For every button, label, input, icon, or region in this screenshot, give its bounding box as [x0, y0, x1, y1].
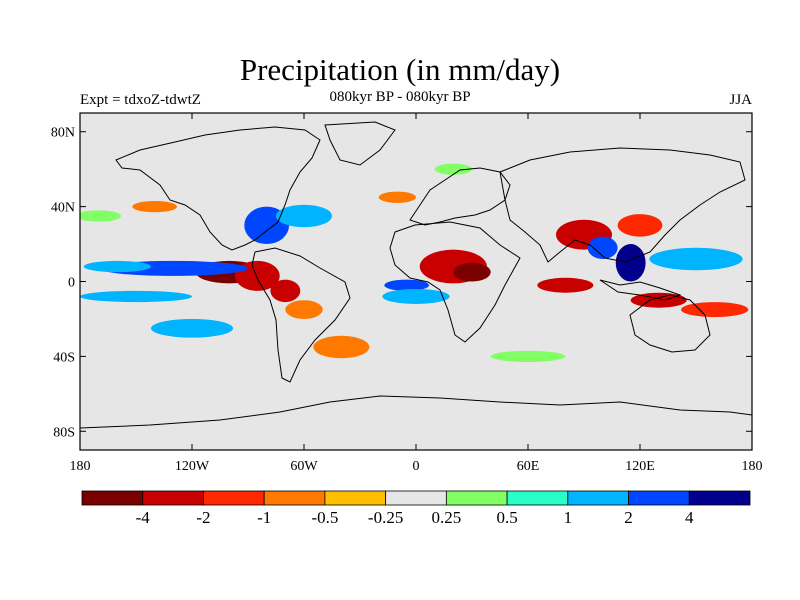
- anomaly-region: [378, 191, 417, 203]
- lon-tick-label: 60E: [517, 459, 540, 474]
- colorbar-swatch: [324, 490, 387, 506]
- anomaly-region: [132, 200, 178, 213]
- australia-coastline: [629, 294, 711, 353]
- anomaly-region: [453, 262, 491, 282]
- colorbar-label: 0.25: [431, 508, 461, 527]
- anomaly-region: [313, 335, 370, 359]
- anomaly-region: [270, 279, 301, 303]
- anomaly-region: [587, 236, 618, 260]
- colorbar-label: -0.25: [368, 508, 403, 527]
- anomaly-region: [80, 210, 122, 222]
- colorbar-swatch: [263, 490, 326, 506]
- lat-tick-label: 80S: [53, 425, 75, 440]
- lat-tick-label: 40S: [53, 350, 75, 365]
- antarctica-coastline: [80, 395, 752, 429]
- colorbar-swatch: [385, 490, 447, 506]
- colorbar-label: -4: [136, 508, 151, 527]
- colorbar-label: 0.5: [496, 508, 517, 527]
- colorbar: -4 -2 -1 -0.5 -0.25 0.25 0.5 1 2 4: [81, 490, 751, 527]
- lon-tick-label: 120W: [175, 459, 210, 474]
- colorbar-label: 4: [685, 508, 694, 527]
- lon-tick-label: 0: [413, 459, 420, 474]
- colorbar-swatch: [445, 490, 508, 506]
- anomaly-region: [490, 350, 566, 363]
- asia-coastline: [499, 147, 746, 263]
- colorbar-swatch: [81, 490, 144, 506]
- anomaly-region: [276, 204, 332, 228]
- lat-tick-label: 40N: [51, 201, 75, 216]
- colorbar-label: -2: [196, 508, 210, 527]
- anomaly-layer: [80, 163, 749, 363]
- lat-tick-label: 80N: [51, 126, 75, 141]
- lon-tick-label: 180: [742, 459, 763, 474]
- anomaly-region: [681, 302, 749, 318]
- colorbar-swatch: [142, 490, 204, 506]
- north-america-coastline: [115, 126, 321, 251]
- anomaly-region: [537, 277, 594, 293]
- period-label: 080kyr BP - 080kyr BP: [329, 89, 471, 105]
- colorbar-label: -1: [257, 508, 271, 527]
- map-title: Precipitation (in mm/day): [239, 52, 561, 87]
- anomaly-region: [80, 290, 192, 303]
- anomaly-region: [617, 214, 663, 237]
- anomaly-region: [384, 279, 430, 291]
- south-america-coastline: [251, 247, 351, 383]
- greenland-coastline: [324, 121, 396, 166]
- axis-ticks: 180 120W 60W 0 60E 120E 180 80N 40N 0 40S 80S: [51, 113, 763, 474]
- experiment-label: Expt = tdxoZ-tdwtZ: [80, 92, 201, 108]
- anomaly-region: [285, 300, 323, 319]
- lon-tick-label: 60W: [290, 459, 318, 474]
- europe-coastline: [409, 167, 511, 226]
- anomaly-region: [434, 163, 473, 175]
- anomaly-region: [150, 318, 234, 338]
- anomaly-region: [649, 247, 743, 271]
- colorbar-swatch: [688, 490, 751, 506]
- colorbar-swatch: [203, 490, 265, 506]
- colorbar-swatch: [506, 490, 569, 506]
- anomaly-region: [382, 288, 450, 304]
- indonesia-coastline: [599, 279, 682, 301]
- colorbar-label: -0.5: [311, 508, 338, 527]
- coastlines: [80, 121, 752, 429]
- lon-tick-label: 120E: [625, 459, 655, 474]
- colorbar-label: 2: [624, 508, 633, 527]
- anomaly-region: [615, 244, 646, 282]
- colorbar-swatch: [567, 490, 629, 506]
- africa-coastline: [389, 221, 521, 343]
- season-label: JJA: [729, 92, 752, 108]
- colorbar-label: 1: [564, 508, 573, 527]
- anomaly-region: [83, 260, 151, 273]
- colorbar-swatch: [628, 490, 690, 506]
- lon-tick-label: 180: [70, 459, 91, 474]
- lat-tick-label: 0: [68, 276, 75, 291]
